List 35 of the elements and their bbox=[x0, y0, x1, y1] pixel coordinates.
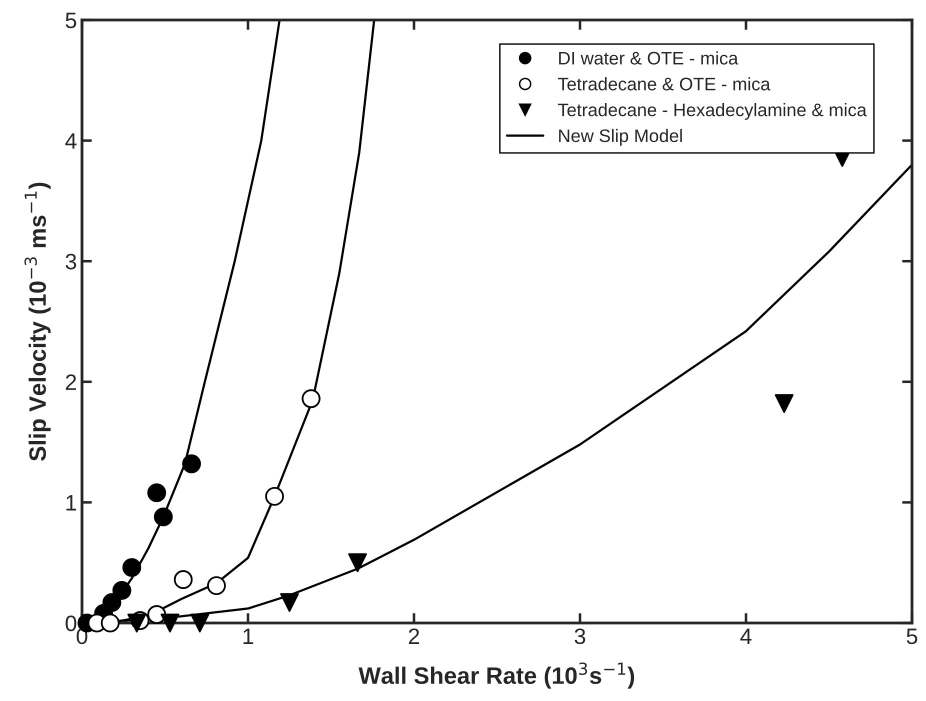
point bbox=[147, 605, 166, 624]
x-axis-title: Wall Shear Rate (10$^{3}$s$^{−1}$) bbox=[358, 662, 634, 689]
x-tick-label: 1 bbox=[244, 628, 254, 644]
legend-label: Tetradecane & OTE - mica bbox=[558, 77, 770, 90]
y-tick-label: 3 bbox=[66, 254, 76, 270]
point bbox=[122, 558, 142, 577]
y-tick-label: 2 bbox=[66, 374, 76, 390]
point bbox=[348, 553, 367, 572]
point bbox=[160, 614, 180, 632]
point bbox=[265, 486, 284, 506]
x-tick-label: 3 bbox=[574, 628, 586, 644]
y-tick-label: 0 bbox=[66, 616, 76, 632]
y-axis-title: Slip Velocity (10$^{−3}$ ms$^{−1}$) bbox=[24, 182, 51, 461]
point bbox=[154, 507, 173, 526]
y-tick-label: 1 bbox=[66, 495, 76, 510]
legend-label: DI water & OTE - mica bbox=[559, 51, 738, 65]
x-tick-label: 5 bbox=[906, 628, 918, 644]
point bbox=[302, 389, 320, 408]
point bbox=[280, 593, 299, 612]
point bbox=[112, 581, 132, 600]
x-tick-label: 4 bbox=[740, 628, 752, 644]
point bbox=[182, 454, 201, 474]
legend-label: Tetradecane - Hexadecylamine & mica bbox=[558, 103, 867, 120]
point bbox=[207, 576, 226, 596]
point bbox=[127, 614, 146, 632]
point bbox=[190, 614, 210, 632]
y-tick-label: 4 bbox=[65, 133, 76, 149]
point bbox=[774, 394, 794, 413]
point bbox=[102, 593, 122, 612]
y-tick-label: 5 bbox=[66, 12, 76, 28]
x-tick-label: 2 bbox=[408, 628, 420, 644]
point bbox=[100, 614, 120, 632]
point bbox=[147, 483, 166, 502]
legend-label: New Slip Model bbox=[559, 128, 682, 146]
point bbox=[174, 570, 193, 589]
